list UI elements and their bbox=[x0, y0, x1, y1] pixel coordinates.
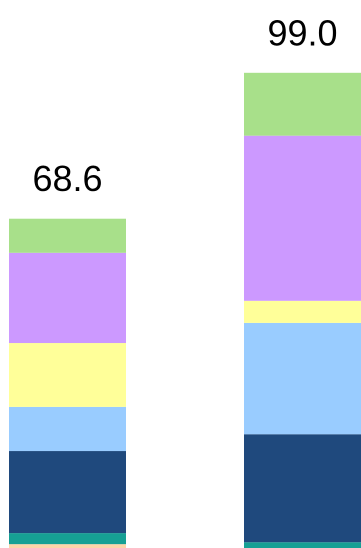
bar-segment bbox=[9, 406, 126, 452]
bar-segment bbox=[244, 300, 361, 323]
bar-segment bbox=[244, 72, 361, 136]
bar-segment bbox=[9, 533, 126, 545]
bar-segment bbox=[9, 451, 126, 534]
bar-segment bbox=[9, 544, 126, 548]
bar-segment bbox=[244, 542, 361, 548]
bar-segment bbox=[9, 343, 126, 407]
bar-segment bbox=[9, 218, 126, 253]
bar-segment bbox=[244, 135, 361, 301]
bar-segment bbox=[244, 434, 361, 543]
bar-segment bbox=[9, 252, 126, 344]
total-label: 68.6 bbox=[32, 158, 102, 199]
bar-segment bbox=[244, 322, 361, 435]
total-label: 99.0 bbox=[267, 12, 337, 53]
